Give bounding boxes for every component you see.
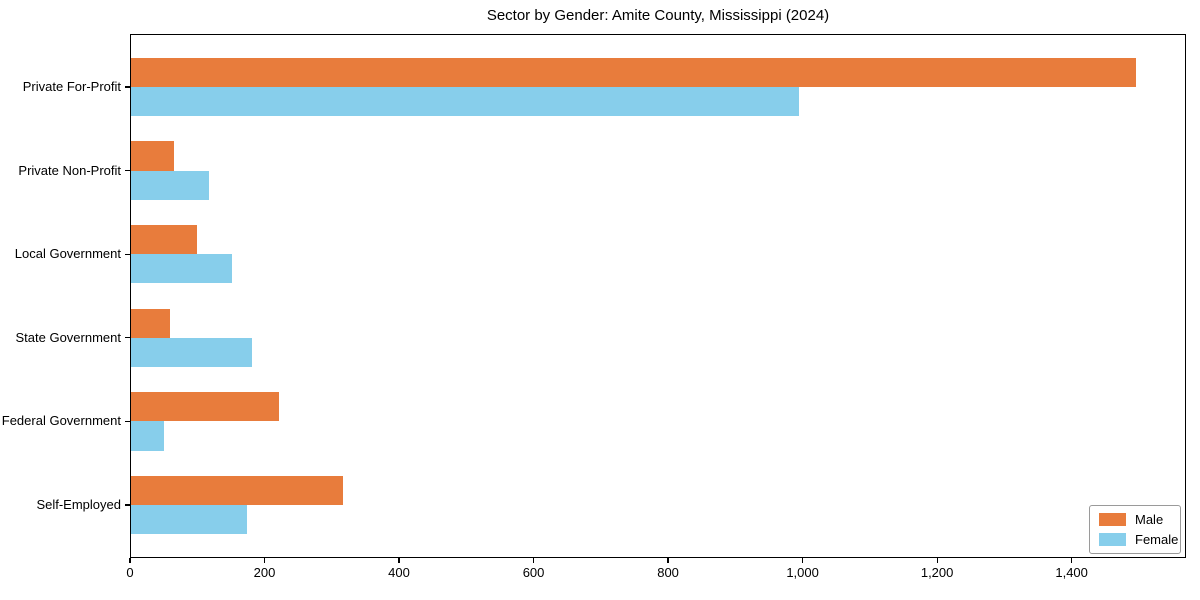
bar-male-state-government xyxy=(131,308,171,338)
bar-male-federal-government xyxy=(131,392,279,422)
x-axis-tick-label: 0 xyxy=(126,565,134,580)
x-axis-tick-label: 800 xyxy=(657,565,679,580)
x-axis-tick-label: 600 xyxy=(522,565,545,580)
bar-male-local-government xyxy=(131,224,197,255)
y-axis-tick xyxy=(125,253,130,255)
y-axis-tick xyxy=(125,504,130,506)
x-axis-tick xyxy=(129,558,131,563)
bar-female-state-government xyxy=(131,337,253,368)
legend-swatch-female xyxy=(1099,533,1126,546)
legend-item-female: Female xyxy=(1099,533,1178,546)
y-axis-category-label: Self-Employed xyxy=(36,496,121,512)
x-axis-tick xyxy=(802,558,804,563)
chart-title: Sector by Gender: Amite County, Mississi… xyxy=(486,7,830,24)
bar-female-local-government xyxy=(131,254,233,284)
y-axis-category-label: Private Non-Profit xyxy=(18,162,121,178)
x-axis-tick-label: 200 xyxy=(253,565,276,580)
y-axis-tick xyxy=(125,170,130,172)
bar-female-private-non-profit xyxy=(131,170,210,200)
x-axis-tick xyxy=(667,558,669,563)
bar-female-self-employed xyxy=(131,504,248,535)
legend-label-female: Female xyxy=(1135,532,1179,547)
x-axis-tick xyxy=(398,558,400,563)
bar-male-self-employed xyxy=(131,475,343,505)
bar-male-private-for-profit xyxy=(131,57,1136,88)
legend: Male Female xyxy=(1089,505,1181,554)
legend-swatch-male xyxy=(1099,513,1126,526)
y-axis-tick xyxy=(125,420,130,422)
x-axis-tick-label: 1,400 xyxy=(1055,565,1088,580)
bar-female-private-for-profit xyxy=(131,87,800,117)
x-axis-tick-label: 1,200 xyxy=(920,565,954,580)
x-axis-tick xyxy=(1071,558,1073,563)
y-axis-tick xyxy=(125,337,130,339)
bar-male-private-non-profit xyxy=(131,141,175,171)
x-axis-tick-label: 400 xyxy=(388,565,410,580)
x-axis-tick-label: 1,000 xyxy=(786,565,819,580)
x-axis-tick xyxy=(936,558,938,563)
x-axis-tick xyxy=(532,558,535,563)
plot-area xyxy=(130,34,1186,558)
x-axis-tick xyxy=(263,558,266,563)
y-axis-category-label: Federal Government xyxy=(1,413,121,429)
legend-item-male: Male xyxy=(1099,513,1171,526)
y-axis-category-label: State Government xyxy=(15,329,122,345)
y-axis-tick xyxy=(125,86,130,88)
y-axis-category-label: Private For-Profit xyxy=(22,79,121,95)
legend-label-male: Male xyxy=(1135,512,1164,527)
bar-female-federal-government xyxy=(131,421,165,451)
y-axis-category-label: Local Government xyxy=(14,246,121,262)
